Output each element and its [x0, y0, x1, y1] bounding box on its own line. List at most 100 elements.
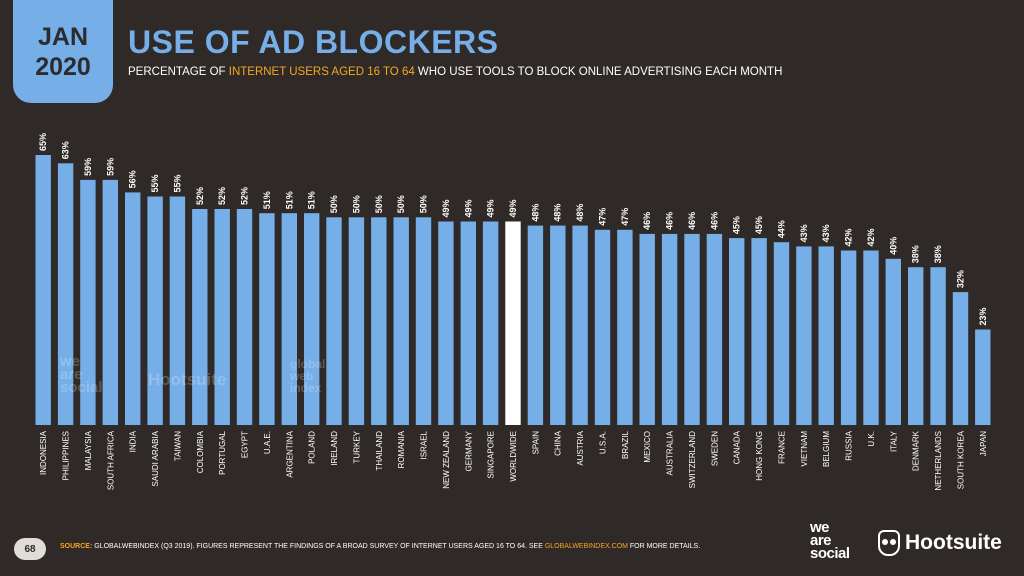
value-label: 48% [575, 204, 585, 222]
category-label: NETHERLANDS [934, 431, 943, 491]
bar-u-k- [863, 250, 879, 425]
category-label: DENMARK [912, 430, 921, 471]
value-label: 45% [754, 216, 764, 234]
value-label: 42% [844, 228, 854, 246]
category-label: INDONESIA [39, 430, 48, 475]
category-label: MEXICO [643, 431, 652, 463]
category-label: SPAIN [531, 431, 540, 455]
category-label: POLAND [308, 431, 317, 464]
category-label: RUSSIA [845, 430, 854, 460]
logo-social: social [810, 545, 850, 562]
category-label: GERMANY [464, 430, 473, 471]
bar-vietnam [796, 246, 812, 425]
value-label: 51% [262, 191, 272, 209]
bar-belgium [818, 246, 834, 425]
logo-we: we [810, 519, 830, 536]
value-label: 45% [732, 216, 742, 234]
value-label: 49% [441, 199, 451, 217]
value-label: 50% [351, 195, 361, 213]
bar-denmark [908, 267, 924, 425]
source-note: SOURCE: GLOBALWEBINDEX (Q3 2019). FIGURE… [60, 543, 700, 550]
bar-poland [304, 213, 320, 425]
bar-thailand [371, 217, 387, 425]
bar-israel [415, 217, 432, 425]
bar-u-s-a- [594, 229, 611, 425]
value-label: 48% [530, 204, 540, 222]
value-label: 38% [911, 245, 921, 263]
bar-turkey [348, 217, 365, 425]
bar-egypt [236, 209, 253, 425]
bar-colombia [192, 209, 208, 425]
subtitle-pre: PERCENTAGE OF [128, 66, 229, 78]
category-label: U.S.A. [599, 431, 608, 454]
bar-romania [393, 217, 409, 425]
value-label: 48% [553, 204, 563, 222]
footer: 68 SOURCE: GLOBALWEBINDEX (Q3 2019). FIG… [0, 520, 1024, 576]
owl-icon [878, 530, 900, 556]
value-label: 46% [709, 212, 719, 230]
bar-japan [975, 329, 991, 425]
category-label: EGYPT [241, 431, 250, 458]
value-label: 49% [463, 199, 473, 217]
category-label: BRAZIL [621, 430, 630, 459]
category-label: THAILAND [375, 431, 384, 471]
value-label: 47% [598, 208, 608, 226]
value-label: 50% [329, 195, 339, 213]
bar-ireland [326, 217, 342, 425]
value-label: 52% [195, 187, 205, 205]
date-year: 2020 [35, 52, 91, 81]
source-end: FOR MORE DETAILS. [627, 543, 701, 550]
hootsuite-name: Hootsuite [905, 531, 1002, 554]
value-label: 52% [217, 187, 227, 205]
watermark-hootsuite: Hootsuite [148, 370, 227, 389]
category-label: TAIWAN [173, 431, 182, 461]
category-label: SOUTH KOREA [956, 430, 965, 489]
bar-switzerland [684, 233, 700, 425]
watermark-we: we [60, 353, 81, 370]
bar-austria [572, 225, 588, 425]
watermark-we-are-social: we are social [60, 353, 103, 396]
watermark-social: social [60, 379, 103, 396]
category-label: ROMANIA [397, 430, 406, 468]
watermark-global: global [290, 357, 326, 371]
category-label: NEW ZEALAND [442, 431, 451, 489]
bar-u-a-e- [259, 213, 275, 425]
category-label: PORTUGAL [218, 430, 227, 474]
bar-canada [729, 238, 745, 425]
bar-south-korea [952, 292, 969, 425]
date-badge: JAN 2020 [13, 0, 113, 103]
bar-hong-kong [751, 238, 767, 425]
value-label: 38% [933, 245, 943, 263]
category-label: AUSTRALIA [666, 430, 675, 475]
value-label: 49% [508, 199, 518, 217]
category-label: SAUDI ARABIA [151, 430, 160, 486]
value-label: 52% [240, 187, 250, 205]
subtitle-highlight: INTERNET USERS AGED 16 TO 64 [228, 66, 415, 78]
bar-indonesia [35, 155, 51, 425]
category-label: ITALY [889, 430, 898, 452]
bar-mexico [639, 233, 655, 425]
bar-portugal [214, 209, 230, 425]
value-label: 43% [799, 224, 809, 242]
bar-india [125, 192, 141, 425]
bar-philippines [57, 163, 74, 426]
category-label: U.A.E. [263, 431, 272, 454]
value-label: 59% [105, 158, 115, 176]
value-label: 47% [620, 208, 630, 226]
category-label: WORLDWIDE [509, 431, 518, 482]
value-label: 44% [777, 220, 787, 238]
value-label: 50% [396, 195, 406, 213]
source-link[interactable]: GLOBALWEBINDEX.COM [544, 543, 628, 550]
category-label: CANADA [733, 430, 742, 464]
value-label: 23% [978, 307, 988, 325]
watermark-web: web [290, 369, 314, 383]
category-label: ARGENTINA [285, 430, 294, 477]
value-label: 65% [38, 133, 48, 151]
bar-new-zealand [438, 221, 454, 425]
page-number: 68 [14, 538, 46, 560]
source-text: GLOBALWEBINDEX (Q3 2019). FIGURES REPRES… [92, 543, 545, 550]
value-label: 46% [687, 212, 697, 230]
bar-china [550, 225, 566, 425]
category-label: VIETNAM [800, 431, 809, 467]
value-label: 42% [866, 228, 876, 246]
